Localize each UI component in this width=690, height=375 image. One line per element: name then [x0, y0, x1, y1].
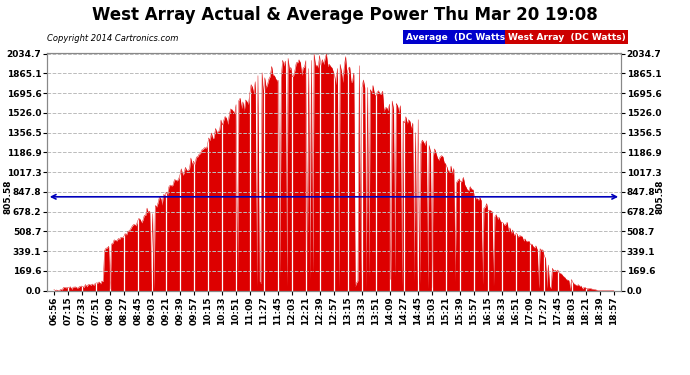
Text: West Array  (DC Watts): West Array (DC Watts)	[508, 33, 625, 42]
Text: 805.58: 805.58	[3, 180, 12, 214]
Text: 805.58: 805.58	[656, 180, 664, 214]
Text: West Array Actual & Average Power Thu Mar 20 19:08: West Array Actual & Average Power Thu Ma…	[92, 6, 598, 24]
Text: Copyright 2014 Cartronics.com: Copyright 2014 Cartronics.com	[48, 34, 179, 43]
Text: Average  (DC Watts): Average (DC Watts)	[406, 33, 509, 42]
